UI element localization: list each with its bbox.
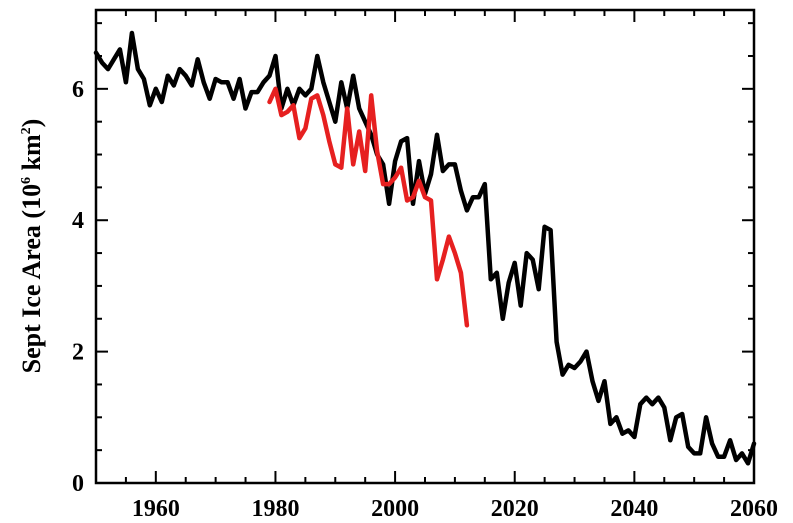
- y-axis-title: Sept Ice Area (106 km2): [17, 119, 46, 374]
- y-tick-labels: 0 2 4 6: [72, 77, 84, 497]
- x-tick-label: 2000: [371, 496, 419, 522]
- series-line-2: [267, 86, 470, 328]
- series-line-1: [93, 30, 757, 466]
- x-tick-labels: 1960 1980 2000 2020 2040 2060: [132, 496, 778, 522]
- x-tick-label: 1980: [251, 496, 299, 522]
- plot-frame: [94, 8, 756, 485]
- y-tick-label: 6: [72, 77, 84, 103]
- x-tick-label: 1960: [132, 496, 180, 522]
- x-tick-label: 2020: [491, 496, 539, 522]
- y-tick-label: 2: [72, 340, 84, 366]
- x-tick-label: 2060: [730, 496, 778, 522]
- y-tick-label: 4: [72, 208, 84, 234]
- x-tick-label: 2040: [610, 496, 658, 522]
- y-tick-label: 0: [72, 471, 84, 497]
- series-lines: [93, 30, 757, 466]
